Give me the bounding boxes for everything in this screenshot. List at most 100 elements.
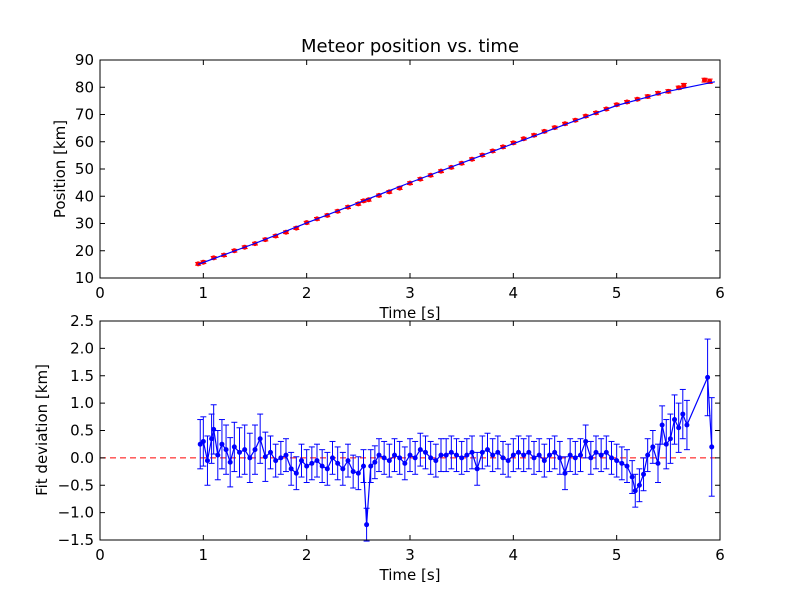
data-point	[257, 436, 263, 442]
data-point	[526, 449, 532, 455]
y-axis-label: Fit deviation [km]	[33, 364, 51, 496]
x-tick-label: 2	[302, 284, 312, 302]
data-point	[676, 425, 682, 431]
x-tick-label: 3	[405, 546, 415, 564]
data-point	[500, 455, 506, 461]
data-point	[567, 452, 573, 458]
data-point	[485, 447, 490, 453]
y-tick-label: 50	[75, 160, 94, 178]
data-point	[614, 458, 620, 464]
data-point	[438, 452, 444, 458]
data-point	[392, 452, 397, 458]
data-point	[433, 458, 439, 464]
data-point	[505, 458, 511, 464]
data-point	[672, 417, 678, 423]
y-tick-label: 2.0	[70, 339, 94, 357]
x-axis-ticks: 0 1 2 3 4 5 6	[95, 321, 725, 564]
x-axis-ticks: 0 1 2 3 4 5 6	[95, 60, 725, 302]
data-point	[364, 522, 370, 528]
data-point	[407, 452, 413, 458]
data-point	[231, 444, 237, 450]
data-point	[495, 449, 501, 455]
data-point	[278, 455, 284, 461]
data-point	[299, 458, 304, 464]
x-axis-label: Time [s]	[379, 566, 441, 584]
data-point	[702, 77, 707, 83]
x-tick-label: 6	[715, 284, 725, 302]
data-point	[583, 438, 589, 444]
x-tick-label: 5	[612, 546, 622, 564]
y-tick-label: 10	[75, 269, 94, 287]
data-point	[680, 411, 686, 417]
data-point	[521, 452, 527, 458]
data-point	[423, 449, 428, 455]
data-point	[619, 460, 625, 466]
data-point	[319, 463, 325, 469]
data-point	[655, 460, 661, 466]
data-point	[650, 444, 656, 450]
data-point	[454, 452, 459, 458]
data-point	[428, 455, 434, 461]
data-point	[624, 463, 630, 469]
data-point	[204, 458, 210, 464]
data-point	[335, 460, 341, 466]
data-point	[636, 482, 642, 488]
y-axis-label: Position [km]	[51, 120, 69, 218]
data-point	[459, 455, 465, 461]
data-point	[372, 459, 378, 465]
y-tick-label: 1.5	[70, 367, 94, 385]
data-point	[663, 441, 669, 447]
data-point	[309, 460, 315, 466]
data-point	[469, 449, 475, 455]
data-point	[293, 470, 299, 476]
data-point	[510, 452, 516, 458]
data-point	[215, 452, 221, 458]
y-tick-label: 90	[75, 51, 94, 69]
data-point	[709, 444, 715, 450]
data-point	[552, 449, 558, 455]
data-point	[562, 470, 568, 476]
y-tick-label: 0.5	[70, 422, 94, 440]
chart-title: Meteor position vs. time	[301, 36, 519, 57]
data-point	[247, 455, 253, 461]
data-point	[479, 449, 485, 455]
data-point	[376, 452, 382, 458]
data-point	[330, 455, 335, 461]
x-tick-label: 6	[715, 546, 725, 564]
data-point	[340, 466, 346, 472]
data-point	[273, 458, 279, 464]
y-tick-label: 20	[75, 242, 94, 260]
data-point	[283, 452, 289, 458]
x-tick-label: 5	[612, 284, 622, 302]
data-point	[386, 458, 392, 464]
x-tick-label: 2	[302, 546, 312, 564]
data-point	[536, 452, 542, 458]
x-tick-label: 3	[405, 284, 415, 302]
x-tick-label: 0	[95, 284, 105, 302]
y-tick-label: 2.5	[70, 312, 94, 330]
data-point	[211, 426, 217, 432]
data-point	[641, 471, 647, 477]
data-point	[572, 455, 578, 461]
data-point	[368, 463, 374, 469]
data-point	[705, 374, 711, 380]
data-point	[684, 422, 690, 428]
data-point	[304, 463, 310, 469]
data-point	[516, 449, 521, 455]
y-tick-label: 70	[75, 106, 94, 124]
data-point	[629, 474, 635, 480]
data-point	[402, 460, 408, 466]
data-point	[314, 458, 320, 464]
data-point	[578, 452, 583, 458]
x-tick-label: 0	[95, 546, 105, 564]
x-axis-label: Time [s]	[379, 304, 441, 322]
data-point	[632, 488, 638, 494]
data-point	[242, 447, 248, 453]
y-axis-ticks: −1.5 −1.0 −0.5 0.0 0.5 1.0 1.5 2.0 2.5	[58, 312, 720, 549]
y-tick-label: 1.0	[70, 394, 94, 412]
y-axis-ticks: 10 20 30 40 50 60 70 80 90	[75, 51, 720, 287]
data-point	[443, 452, 449, 458]
data-point	[397, 455, 403, 461]
data-point	[237, 449, 242, 455]
x-tick-label: 1	[199, 546, 209, 564]
